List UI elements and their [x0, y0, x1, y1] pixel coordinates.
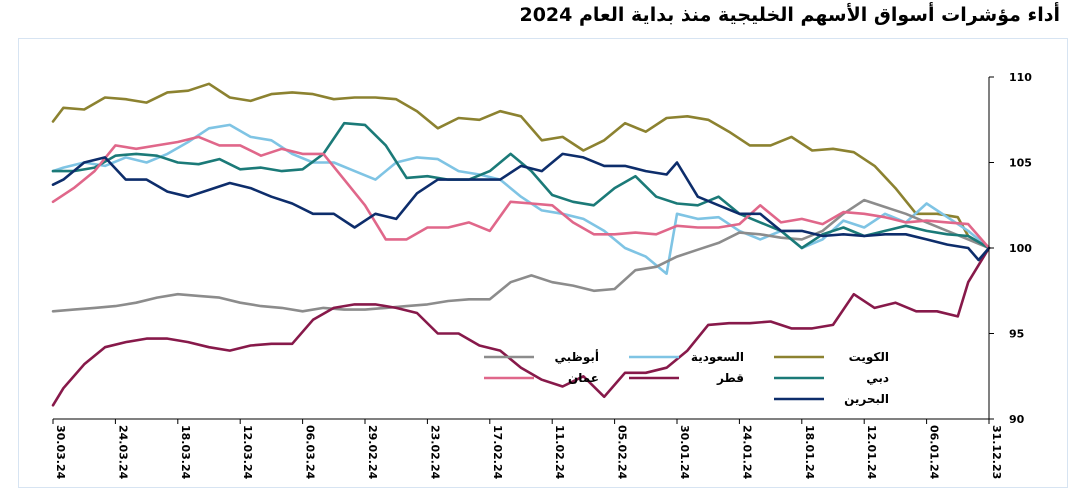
legend-item-4: قطر	[629, 371, 744, 385]
x-tick-label: 18.01.24	[803, 425, 816, 480]
series-layer	[51, 82, 991, 407]
x-tick-label: 12.01.24	[865, 425, 878, 480]
legend-label: دبي	[866, 371, 889, 385]
series-line-3	[51, 121, 991, 250]
x-tick-label: 29.02.24	[366, 425, 379, 480]
legend-item-1: السعودية	[629, 350, 744, 365]
x-tick-label: 17.02.24	[491, 425, 504, 480]
legend-label: البحرين	[844, 392, 889, 406]
legend-item-6: البحرين	[774, 392, 889, 406]
legend-label: السعودية	[691, 350, 744, 365]
series-line-1	[51, 123, 991, 275]
y-tick-label: 100	[1009, 242, 1032, 255]
series-line-2	[51, 198, 991, 313]
y-tick-label: 110	[1009, 71, 1032, 84]
x-tick-label: 18.03.24	[179, 425, 192, 480]
legend-label: الكويت	[849, 350, 889, 365]
x-tick-label: 30.03.24	[54, 425, 67, 480]
series-line-6	[51, 152, 991, 262]
legend-label: قطر	[716, 371, 744, 385]
x-tick-label: 23.02.24	[428, 425, 441, 480]
line-chart: 90 95 100 105 110 30.03.24 24.03.24 18.03.24 12.…	[51, 71, 1032, 480]
x-tick-label: 24.03.24	[116, 425, 129, 480]
x-tick-label: 05.02.24	[616, 425, 629, 480]
chart-frame: 90 95 100 105 110 30.03.24 24.03.24 18.03.24 12.…	[18, 38, 1068, 488]
axis-layer: 90 95 100 105 110 30.03.24 24.03.24 18.03.24 12.…	[52, 71, 1032, 480]
x-tick-label: 06.01.24	[928, 425, 941, 480]
x-tick-label: 06.03.24	[304, 425, 317, 480]
y-tick-label: 90	[1009, 413, 1025, 426]
x-tick-label: 11.02.24	[553, 425, 566, 480]
x-tick-label: 24.01.24	[740, 425, 753, 480]
legend-label: أبوظبي	[555, 349, 599, 365]
legend-item-2: أبوظبي	[484, 349, 599, 365]
y-tick-label: 95	[1009, 328, 1024, 341]
legend-label: عمان	[568, 371, 599, 385]
x-tick-label: 12.03.24	[241, 425, 254, 480]
x-tick-label: 31.12.23	[990, 425, 1003, 479]
x-tick-label: 30.01.24	[678, 425, 691, 480]
chart-title: أداء مؤشرات أسواق الأسهم الخليجية منذ بد…	[519, 4, 1060, 26]
series-line-0	[51, 82, 991, 250]
legend-item-0: الكويت	[774, 350, 889, 365]
legend: الكويت السعودية أبوظبي دبي قطر عمان البحرين	[484, 349, 889, 406]
series-line-4	[51, 246, 991, 407]
legend-item-3: دبي	[774, 371, 889, 385]
series-line-5	[51, 135, 991, 250]
y-tick-label: 105	[1009, 157, 1032, 170]
legend-item-5: عمان	[484, 371, 599, 385]
